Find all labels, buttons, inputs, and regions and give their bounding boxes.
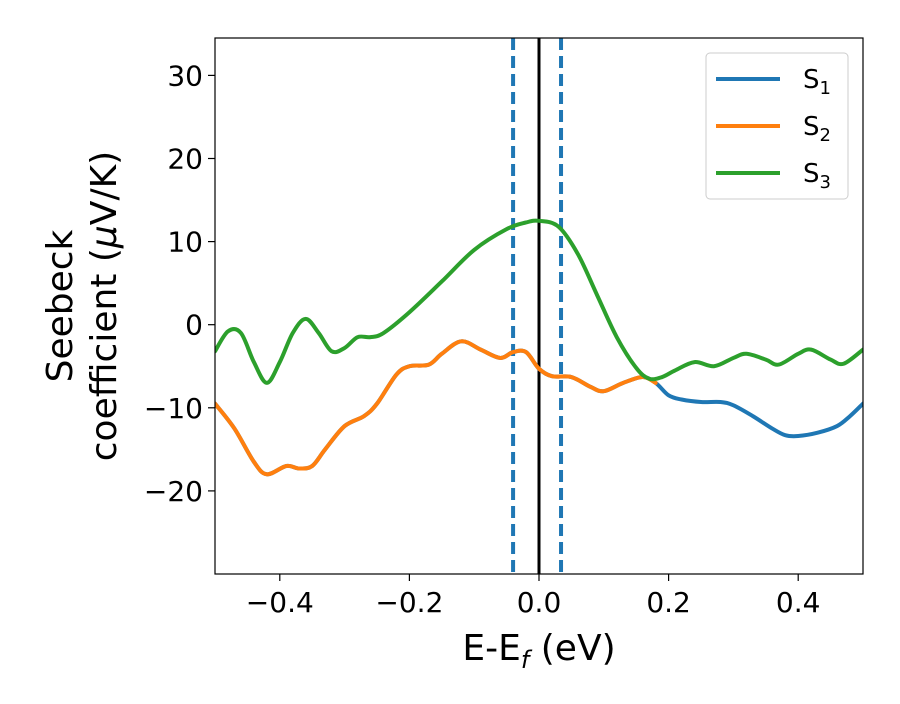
y-axis-title-line1: Seebeck bbox=[40, 229, 81, 382]
y-axis-title-mu: μ bbox=[84, 225, 125, 249]
series-line-s3 bbox=[215, 218, 863, 385]
legend-label-main: S bbox=[803, 65, 820, 95]
x-axis-title: E-Ef (eV) bbox=[462, 628, 615, 674]
y-tick-label: 20 bbox=[167, 142, 203, 175]
y-axis-title-prefix: coefficient ( bbox=[84, 248, 125, 461]
x-axis-title-unit: (eV) bbox=[529, 628, 615, 669]
x-tick-label: 0.4 bbox=[776, 586, 821, 619]
legend-label: S1 bbox=[803, 65, 831, 99]
y-tick-label: −10 bbox=[144, 392, 203, 425]
x-tick-label: −0.4 bbox=[246, 586, 314, 619]
series-lines bbox=[215, 218, 863, 477]
x-tick-label: 0.0 bbox=[517, 586, 562, 619]
legend-label-sub: 1 bbox=[820, 78, 831, 99]
legend-label: S3 bbox=[803, 159, 831, 193]
series-line-s2 bbox=[215, 339, 658, 477]
legend-label-sub: 2 bbox=[820, 125, 831, 146]
x-axis-title-main: E-E bbox=[462, 628, 520, 669]
y-tick-label: 0 bbox=[185, 309, 203, 342]
y-axis-title: Seebeck coefficient (μV/K) bbox=[40, 151, 125, 461]
y-axis-title-line2: coefficient (μV/K) bbox=[84, 151, 125, 461]
y-tick-label: −20 bbox=[144, 475, 203, 508]
y-tick-label: 30 bbox=[167, 59, 203, 92]
x-axis-ticks: −0.4 −0.2 0.0 0.2 0.4 bbox=[246, 574, 821, 619]
legend-label-main: S bbox=[803, 159, 820, 189]
vertical-lines bbox=[511, 38, 564, 574]
legend-label-main: S bbox=[803, 112, 820, 142]
y-axis-title-suffix: V/K) bbox=[84, 151, 125, 225]
legend-label-sub: 3 bbox=[820, 172, 831, 193]
legend-label: S2 bbox=[803, 112, 831, 146]
x-tick-label: −0.2 bbox=[375, 586, 443, 619]
y-tick-label: 10 bbox=[167, 226, 203, 259]
x-tick-label: 0.2 bbox=[646, 586, 691, 619]
y-axis-ticks: −20 −10 0 10 20 30 bbox=[144, 59, 215, 508]
